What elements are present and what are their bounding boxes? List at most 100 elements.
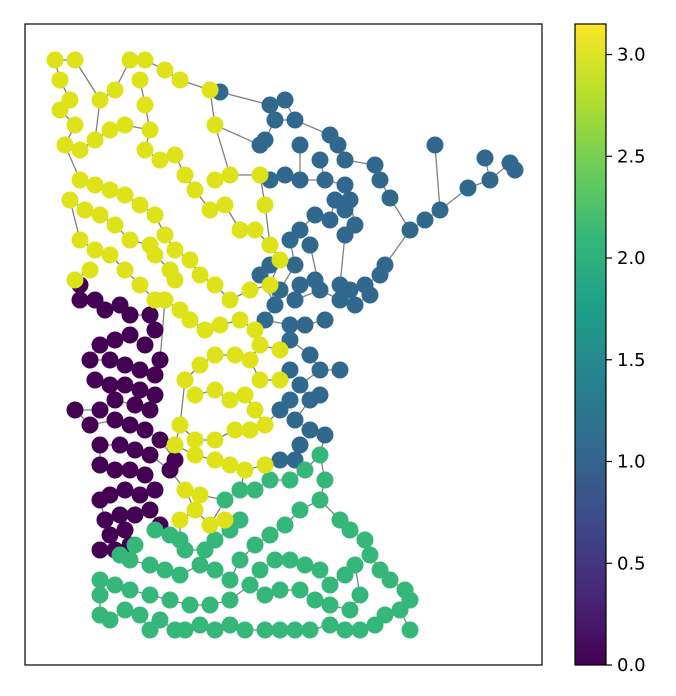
graph-node-cluster-3 [201, 81, 219, 99]
graph-node-cluster-3 [206, 116, 224, 134]
graph-node-cluster-2 [291, 581, 309, 599]
graph-node-cluster-2 [296, 556, 314, 574]
graph-node-cluster-1 [311, 386, 329, 404]
graph-node-cluster-2 [131, 606, 149, 624]
graph-node-cluster-3 [46, 51, 64, 69]
graph-node-cluster-2 [161, 591, 179, 609]
graph-node-cluster-3 [236, 461, 254, 479]
graph-node-cluster-1 [336, 151, 354, 169]
graph-node-cluster-3 [246, 221, 264, 239]
graph-edge [434, 144, 441, 211]
graph-node-cluster-2 [351, 621, 369, 639]
graph-node-cluster-3 [86, 241, 104, 259]
graph-node-cluster-2 [321, 576, 339, 594]
graph-node-cluster-3 [136, 51, 154, 69]
graph-node-cluster-2 [241, 576, 259, 594]
graph-node-cluster-3 [86, 176, 104, 194]
graph-node-cluster-3 [106, 81, 124, 99]
plot-area [24, 23, 543, 666]
graph-node-cluster-3 [201, 516, 219, 534]
graph-node-cluster-0 [96, 301, 114, 319]
graph-edge [219, 91, 271, 106]
graph-node-cluster-1 [431, 201, 449, 219]
graph-node-cluster-0 [106, 461, 124, 479]
graph-node-cluster-2 [366, 616, 384, 634]
graph-node-cluster-2 [316, 471, 334, 489]
graph-node-cluster-2 [231, 481, 249, 499]
graph-node-cluster-3 [116, 116, 134, 134]
graph-node-cluster-3 [226, 346, 244, 364]
graph-node-cluster-2 [336, 566, 354, 584]
graph-node-cluster-1 [276, 166, 294, 184]
graph-node-cluster-0 [116, 521, 134, 539]
graph-node-cluster-2 [276, 516, 294, 534]
graph-node-cluster-0 [106, 391, 124, 409]
graph-node-cluster-0 [106, 331, 124, 349]
graph-node-cluster-3 [166, 271, 184, 289]
colorbar-tick-label: 1.5 [617, 350, 646, 371]
graph-node-cluster-2 [191, 616, 209, 634]
graph-node-cluster-2 [321, 616, 339, 634]
graph-node-cluster-2 [381, 571, 399, 589]
graph-node-cluster-1 [316, 311, 334, 329]
graph-node-cluster-1 [286, 111, 304, 129]
graph-node-cluster-3 [101, 121, 119, 139]
graph-node-cluster-3 [146, 246, 164, 264]
graph-node-cluster-3 [206, 431, 224, 449]
graph-node-cluster-2 [231, 551, 249, 569]
graph-node-cluster-2 [121, 581, 139, 599]
graph-node-cluster-3 [256, 196, 274, 214]
graph-node-cluster-2 [246, 536, 264, 554]
graph-node-cluster-3 [261, 236, 279, 254]
graph-node-cluster-1 [291, 276, 309, 294]
graph-node-cluster-2 [161, 526, 179, 544]
graph-node-cluster-1 [336, 226, 354, 244]
graph-node-cluster-1 [316, 426, 334, 444]
graph-node-cluster-3 [251, 166, 269, 184]
graph-node-cluster-1 [271, 451, 289, 469]
colorbar: 0.0 0.5 1.0 1.5 2.0 2.5 3.0 [574, 23, 646, 676]
graph-node-cluster-1 [401, 221, 419, 239]
graph-node-cluster-0 [86, 371, 104, 389]
graph-node-cluster-0 [81, 351, 99, 369]
graph-node-cluster-0 [91, 456, 109, 474]
graph-node-cluster-3 [156, 61, 174, 79]
graph-node-cluster-0 [96, 511, 114, 529]
graph-node-cluster-2 [116, 601, 134, 619]
graph-node-cluster-1 [271, 401, 289, 419]
graph-node-cluster-2 [391, 601, 409, 619]
graph-node-cluster-3 [241, 421, 259, 439]
graph-edge [214, 124, 231, 176]
graph-node-cluster-3 [221, 291, 239, 309]
graph-node-cluster-1 [371, 171, 389, 189]
graph-node-cluster-3 [171, 71, 189, 89]
graph-node-cluster-3 [176, 481, 194, 499]
graph-node-cluster-3 [256, 416, 274, 434]
graph-node-cluster-1 [306, 271, 324, 289]
graph-node-cluster-0 [121, 461, 139, 479]
graph-node-cluster-0 [126, 396, 144, 414]
graph-node-cluster-2 [256, 621, 274, 639]
graph-node-cluster-1 [296, 316, 314, 334]
graph-node-cluster-2 [351, 586, 369, 604]
graph-node-cluster-2 [156, 561, 174, 579]
graph-node-cluster-2 [361, 546, 379, 564]
graph-node-cluster-2 [91, 586, 109, 604]
graph-node-cluster-1 [281, 316, 299, 334]
graph-node-cluster-2 [296, 461, 314, 479]
graph-node-cluster-0 [111, 436, 129, 454]
graph-node-cluster-3 [221, 391, 239, 409]
graph-node-cluster-0 [91, 401, 109, 419]
graph-node-cluster-2 [271, 621, 289, 639]
graph-node-cluster-0 [116, 356, 134, 374]
graph-node-cluster-3 [186, 501, 204, 519]
graph-node-cluster-3 [271, 341, 289, 359]
graph-node-cluster-0 [141, 306, 159, 324]
graph-node-cluster-1 [266, 111, 284, 129]
graph-node-cluster-0 [101, 376, 119, 394]
graph-node-cluster-1 [459, 179, 477, 197]
graph-node-cluster-2 [236, 621, 254, 639]
graph-node-cluster-3 [91, 91, 109, 109]
graph-node-cluster-1 [346, 296, 364, 314]
